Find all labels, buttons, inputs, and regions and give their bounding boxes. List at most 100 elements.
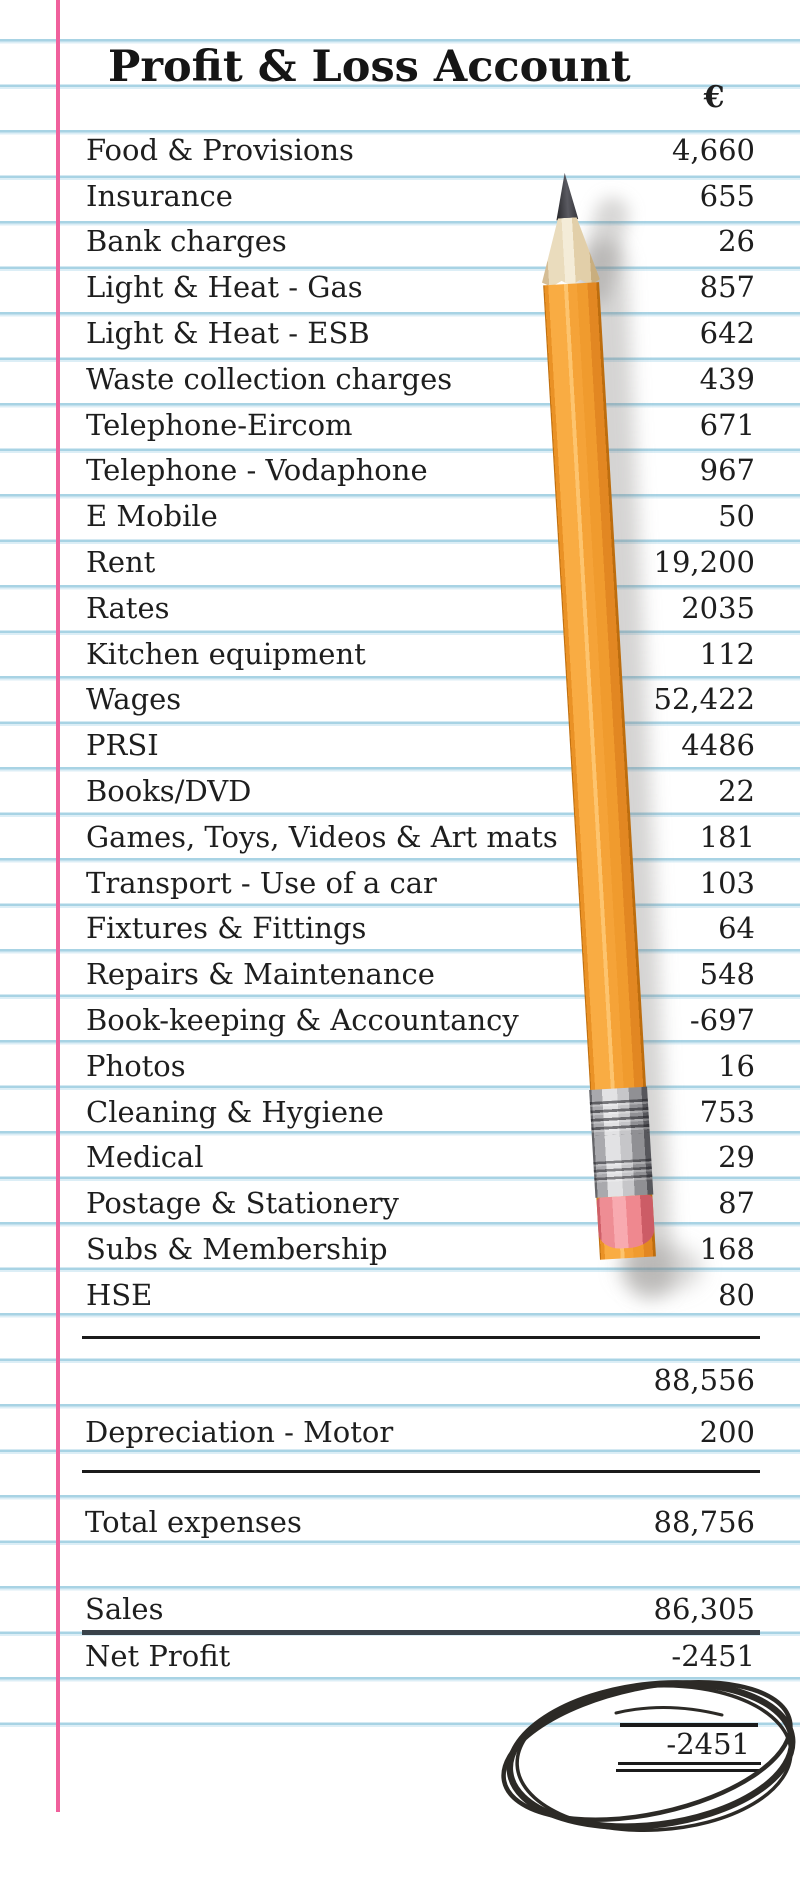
expense-row: Book-keeping & Accountancy -697 bbox=[86, 997, 755, 1043]
expense-label: Cleaning & Hygiene bbox=[86, 1094, 384, 1129]
expense-value: 26 bbox=[718, 224, 755, 259]
expense-row: Telephone-Eircom 671 bbox=[86, 402, 755, 448]
expense-label: Telephone - Vodaphone bbox=[86, 453, 428, 488]
pencil-wood-cone bbox=[538, 216, 600, 287]
expense-row: Telephone - Vodaphone 967 bbox=[86, 448, 755, 494]
total-expenses-value: 88,756 bbox=[653, 1505, 755, 1539]
expense-value: 87 bbox=[718, 1186, 755, 1221]
expense-row: Insurance 655 bbox=[86, 173, 755, 219]
subtotal-row: 88,556 bbox=[85, 1357, 755, 1403]
expense-row: PRSI 4486 bbox=[86, 722, 755, 768]
expense-row: Medical 29 bbox=[86, 1135, 755, 1181]
expense-label: Telephone-Eircom bbox=[86, 407, 353, 442]
expense-label: Books/DVD bbox=[86, 774, 252, 809]
expense-value: 103 bbox=[699, 865, 755, 900]
expense-label: Kitchen equipment bbox=[86, 636, 366, 671]
expense-value: 52,422 bbox=[653, 682, 755, 717]
expense-value: 4486 bbox=[681, 728, 755, 763]
expense-row: Wages 52,422 bbox=[86, 677, 755, 723]
expense-label: Rates bbox=[86, 590, 170, 625]
expense-value: 181 bbox=[699, 819, 755, 854]
notebook-margin-line bbox=[56, 0, 60, 1812]
expense-row: Cleaning & Hygiene 753 bbox=[86, 1089, 755, 1135]
expense-label: Food & Provisions bbox=[86, 132, 354, 167]
expense-value: 19,200 bbox=[653, 545, 755, 580]
total-expenses-label: Total expenses bbox=[85, 1505, 302, 1539]
expense-value: -697 bbox=[689, 1003, 755, 1038]
expense-row: Postage & Stationery 87 bbox=[86, 1180, 755, 1226]
expense-value: 655 bbox=[699, 178, 755, 213]
expense-value: 168 bbox=[699, 1232, 755, 1267]
expense-row: Bank charges 26 bbox=[86, 219, 755, 265]
expense-row: Books/DVD 22 bbox=[86, 768, 755, 814]
expense-label: Insurance bbox=[86, 178, 233, 213]
expense-row: Waste collection charges 439 bbox=[86, 356, 755, 402]
expense-value: 16 bbox=[718, 1048, 755, 1083]
expense-value: 439 bbox=[699, 361, 755, 396]
expense-label: Repairs & Maintenance bbox=[86, 957, 435, 992]
expense-row: Subs & Membership 168 bbox=[86, 1226, 755, 1272]
expense-value: 548 bbox=[699, 957, 755, 992]
expense-label: Bank charges bbox=[86, 224, 287, 259]
expense-row: Food & Provisions 4,660 bbox=[86, 127, 755, 173]
expense-row: Kitchen equipment 112 bbox=[86, 631, 755, 677]
expense-value: 80 bbox=[718, 1277, 755, 1312]
pencil-ferrule bbox=[589, 1086, 654, 1198]
expense-row: HSE 80 bbox=[86, 1272, 755, 1318]
expense-table: Food & Provisions 4,660 Insurance 655 Ba… bbox=[86, 127, 755, 1318]
subtotal-rule-bottom bbox=[82, 1470, 760, 1473]
expense-label: Light & Heat - Gas bbox=[86, 270, 363, 305]
final-total-rule-top bbox=[620, 1723, 758, 1727]
expense-row: Fixtures & Fittings 64 bbox=[86, 906, 755, 952]
notebook-ruled-lines bbox=[0, 39, 800, 1727]
expense-label: Light & Heat - ESB bbox=[86, 316, 370, 351]
expense-label: Games, Toys, Videos & Art mats bbox=[86, 819, 558, 854]
sales-underline bbox=[82, 1630, 760, 1635]
pencil-ferrule-rings-lower bbox=[593, 1158, 653, 1183]
expense-value: 642 bbox=[699, 316, 755, 351]
expense-label: Wages bbox=[86, 682, 182, 717]
expense-value: 4,660 bbox=[671, 132, 755, 167]
expense-label: Waste collection charges bbox=[86, 361, 453, 396]
pencil-ferrule-rings-upper bbox=[589, 1098, 650, 1136]
final-total-double-underline-2 bbox=[616, 1769, 762, 1772]
sales-value: 86,305 bbox=[653, 1592, 755, 1626]
expense-value: 753 bbox=[699, 1094, 755, 1129]
depreciation-row: Depreciation - Motor 200 bbox=[85, 1409, 755, 1455]
expense-label: Rent bbox=[86, 545, 156, 580]
subtotal-rule-top bbox=[82, 1336, 760, 1339]
expense-label: Transport - Use of a car bbox=[86, 865, 437, 900]
expense-value: 967 bbox=[699, 453, 755, 488]
expense-value: 2035 bbox=[681, 590, 755, 625]
expense-label: Medical bbox=[86, 1140, 204, 1175]
subtotal-value: 88,556 bbox=[653, 1363, 755, 1397]
final-total-double-underline-1 bbox=[618, 1762, 761, 1765]
expense-label: Fixtures & Fittings bbox=[86, 911, 367, 946]
expense-label: E Mobile bbox=[86, 499, 218, 534]
expense-value: 50 bbox=[718, 499, 755, 534]
expense-row: Rent 19,200 bbox=[86, 539, 755, 585]
final-total-row: -2451 bbox=[85, 1721, 750, 1767]
sales-row: Sales 86,305 bbox=[85, 1586, 755, 1632]
net-profit-value: -2451 bbox=[671, 1639, 755, 1673]
final-total-value: -2451 bbox=[666, 1727, 750, 1761]
expense-row: Light & Heat - ESB 642 bbox=[86, 310, 755, 356]
depreciation-value: 200 bbox=[699, 1415, 755, 1449]
expense-label: PRSI bbox=[86, 728, 159, 763]
expense-row: E Mobile 50 bbox=[86, 493, 755, 539]
expense-row: Transport - Use of a car 103 bbox=[86, 860, 755, 906]
expense-label: Subs & Membership bbox=[86, 1232, 388, 1267]
expense-value: 64 bbox=[718, 911, 755, 946]
expense-value: 22 bbox=[718, 774, 755, 809]
depreciation-label: Depreciation - Motor bbox=[85, 1415, 394, 1449]
expense-label: Photos bbox=[86, 1048, 186, 1083]
expense-value: 671 bbox=[699, 407, 755, 442]
expense-row: Rates 2035 bbox=[86, 585, 755, 631]
expense-row: Repairs & Maintenance 548 bbox=[86, 951, 755, 997]
expense-value: 112 bbox=[699, 636, 755, 671]
expense-value: 857 bbox=[699, 270, 755, 305]
sales-label: Sales bbox=[85, 1592, 164, 1626]
expense-label: Book-keeping & Accountancy bbox=[86, 1003, 519, 1038]
expense-label: HSE bbox=[86, 1277, 153, 1312]
